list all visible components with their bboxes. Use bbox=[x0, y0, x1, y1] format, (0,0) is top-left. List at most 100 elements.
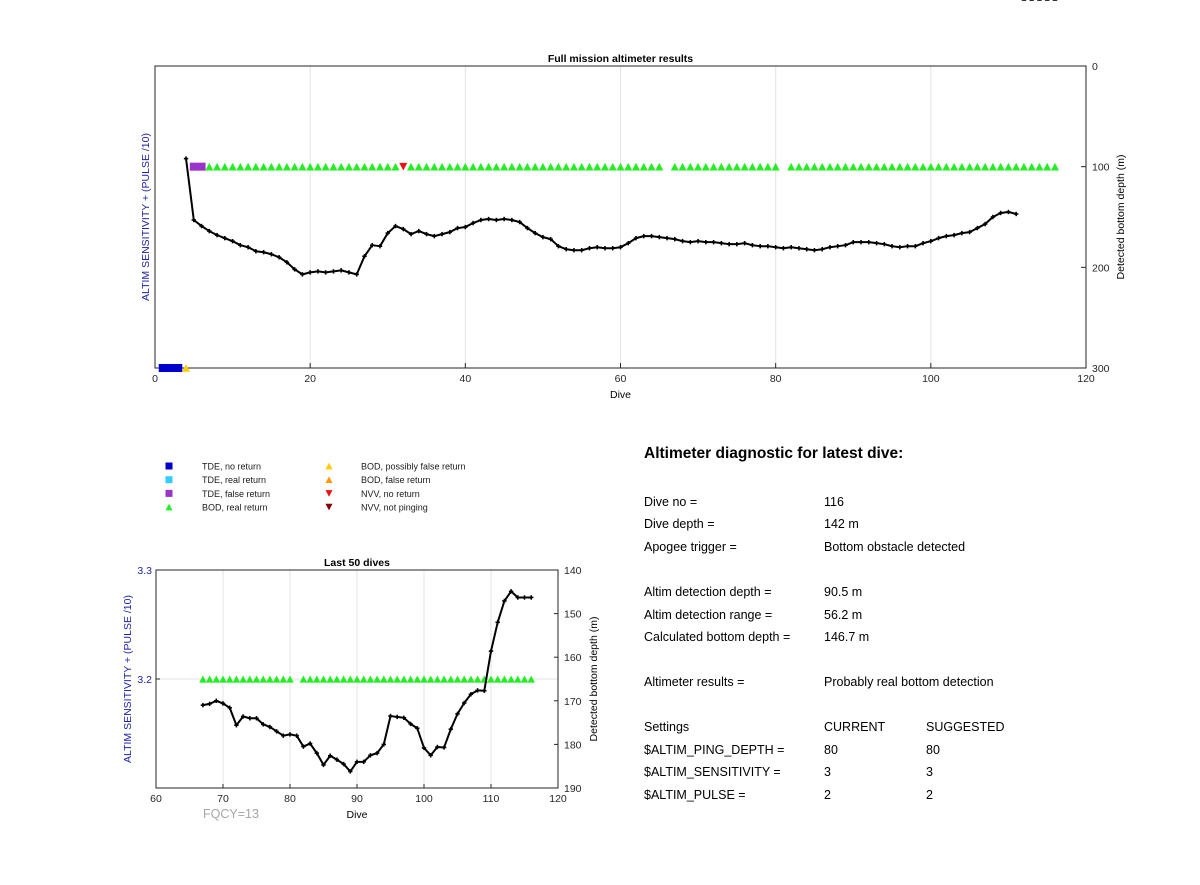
bottom-depth-point bbox=[395, 714, 400, 720]
marker-bod-real-return bbox=[212, 675, 221, 683]
marker-bod-real-return bbox=[236, 162, 245, 171]
marker-bod-real-return bbox=[493, 675, 502, 683]
marker-tde-false-return bbox=[189, 162, 198, 171]
marker-bod-real-return bbox=[880, 162, 889, 171]
bottom-depth-point bbox=[388, 713, 393, 719]
marker-bod-real-return bbox=[420, 675, 428, 683]
y-right-tick-label: 300 bbox=[1092, 363, 1110, 375]
marker-bod-real-return bbox=[903, 162, 912, 171]
marker-bod-real-return bbox=[950, 162, 959, 171]
x-tick-label: 120 bbox=[549, 793, 567, 805]
marker-bod-real-return bbox=[359, 675, 368, 683]
bottom-depth-point bbox=[207, 228, 212, 234]
bottom-depth-point bbox=[323, 270, 328, 275]
x-tick-label: 100 bbox=[415, 793, 433, 805]
marker-bod-real-return bbox=[252, 675, 261, 683]
bottom-depth-point bbox=[641, 233, 646, 239]
bottom-depth-point bbox=[486, 216, 491, 222]
marker-bod-real-return bbox=[1019, 162, 1028, 171]
marker-bod-real-return bbox=[841, 162, 850, 171]
calc-depth-label: Calculated bottom depth = bbox=[644, 630, 791, 644]
chart-title: Full mission altimeter results bbox=[548, 53, 693, 65]
marker-bod-real-return bbox=[988, 162, 997, 171]
bottom-depth-point bbox=[234, 723, 239, 728]
marker-bod-real-return bbox=[1035, 162, 1044, 171]
marker-bod-real-return bbox=[267, 162, 276, 171]
marker-bod-real-return bbox=[732, 162, 741, 171]
bottom-depth-point bbox=[354, 759, 360, 765]
bottom-depth-point bbox=[765, 243, 771, 249]
legend-label: BOD, real return bbox=[202, 503, 268, 513]
marker-bod-real-return bbox=[391, 162, 400, 171]
bottom-depth-point bbox=[183, 156, 189, 161]
bottom-depth-point bbox=[261, 722, 266, 727]
marker-bod-real-return bbox=[228, 162, 237, 171]
bottom-depth-point bbox=[827, 245, 833, 250]
bottom-depth-point bbox=[377, 243, 383, 249]
bottom-depth-point bbox=[672, 236, 678, 242]
left-axis-label: ALTIM SENSITIVITY + (PULSE /10) bbox=[122, 595, 134, 763]
bottom-depth-point bbox=[227, 705, 232, 710]
bottom-depth-point bbox=[711, 239, 716, 245]
bottom-depth-point bbox=[207, 701, 212, 707]
marker-bod-real-return bbox=[709, 162, 718, 171]
marker-bod-real-return bbox=[373, 675, 381, 683]
marker-bod-real-return bbox=[453, 162, 462, 171]
chart-full-mission: 0 20 40 60 80 100 120 0 100 200 300 Full mission a… bbox=[140, 0, 1127, 401]
marker-bod-real-return bbox=[339, 675, 348, 683]
marker-bod-real-return bbox=[857, 162, 866, 171]
bottom-depth-point bbox=[462, 700, 467, 706]
marker-bod-real-return bbox=[467, 675, 475, 683]
marker-bod-real-return bbox=[487, 675, 495, 683]
marker-bod-possibly-false-return bbox=[182, 364, 191, 372]
x-tick-label: 110 bbox=[483, 793, 500, 805]
legend-marker bbox=[325, 503, 333, 511]
bottom-depth-point bbox=[913, 243, 918, 249]
bottom-depth-point bbox=[334, 757, 340, 762]
bottom-depth-point bbox=[742, 240, 747, 246]
marker-bod-real-return bbox=[616, 162, 625, 171]
left-axis-label: ALTIM SENSITIVITY + (PULSE /10) bbox=[140, 133, 152, 301]
marker-bod-real-return bbox=[531, 162, 540, 171]
legend-label: BOD, false return bbox=[361, 475, 431, 485]
bottom-depth-point bbox=[851, 239, 856, 245]
marker-bod-real-return bbox=[259, 162, 268, 171]
bottom-depth-point bbox=[540, 234, 546, 240]
marker-bod-real-return bbox=[205, 162, 214, 171]
bottom-depth-point bbox=[719, 240, 724, 246]
marker-bod-real-return bbox=[239, 675, 247, 683]
bottom-depth-point bbox=[501, 216, 507, 222]
marker-bod-real-return bbox=[476, 162, 485, 171]
bottom-depth-point bbox=[346, 270, 352, 275]
settings-label: Settings bbox=[644, 720, 690, 734]
bottom-depth-point bbox=[478, 217, 484, 223]
marker-bod-real-return bbox=[647, 162, 656, 171]
bottom-depth-point bbox=[274, 729, 279, 734]
bottom-depth-point bbox=[959, 230, 965, 236]
x-tick-label: 100 bbox=[922, 373, 940, 385]
marker-nvv-no-return bbox=[399, 162, 408, 171]
bottom-depth-point bbox=[284, 260, 290, 265]
bottom-depth-point bbox=[200, 702, 206, 708]
marker-bod-real-return bbox=[608, 162, 617, 171]
bottom-depth-point bbox=[967, 229, 972, 235]
marker-bod-real-return bbox=[346, 675, 355, 683]
legend-label: TDE, no return bbox=[202, 462, 261, 472]
bottom-depth-point bbox=[936, 235, 941, 241]
bottom-depth-point bbox=[529, 595, 534, 600]
marker-bod-real-return bbox=[787, 162, 796, 171]
bottom-depth-point bbox=[928, 238, 934, 244]
bottom-depth-point bbox=[276, 255, 282, 260]
y-right-tick-label: 170 bbox=[564, 696, 582, 708]
bottom-depth-point bbox=[482, 688, 487, 693]
marker-bod-real-return bbox=[632, 162, 641, 171]
bottom-depth-point bbox=[796, 246, 802, 251]
ping-depth-suggested: 80 bbox=[926, 743, 940, 757]
right-axis-label: Detected bottom depth (m) bbox=[588, 617, 600, 742]
bottom-depth-point bbox=[254, 716, 259, 721]
marker-bod-real-return bbox=[386, 675, 395, 683]
marker-bod-real-return bbox=[400, 675, 408, 683]
marker-bod-real-return bbox=[306, 675, 314, 683]
bottom-depth-point bbox=[354, 272, 359, 277]
bottom-depth-point bbox=[920, 240, 926, 246]
